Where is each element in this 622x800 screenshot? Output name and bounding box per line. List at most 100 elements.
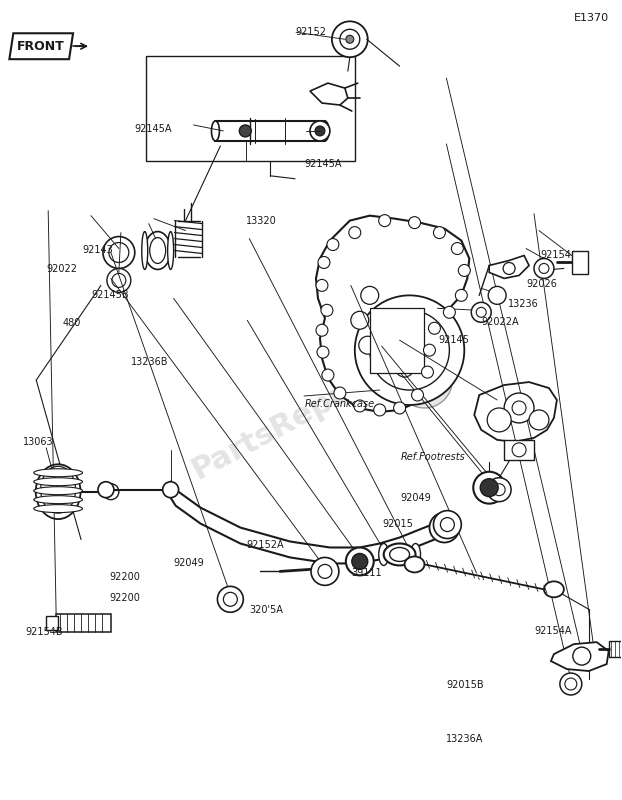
Circle shape [471,302,491,322]
Ellipse shape [404,557,424,572]
Text: PartsRepublic: PartsRepublic [187,347,411,485]
Ellipse shape [411,543,420,566]
Circle shape [311,558,339,586]
Circle shape [239,125,251,137]
Text: 92026: 92026 [526,279,557,290]
Circle shape [452,242,463,254]
Ellipse shape [34,469,83,477]
Ellipse shape [35,464,80,519]
Polygon shape [551,642,609,671]
Ellipse shape [145,231,170,270]
Text: 320'5A: 320'5A [249,606,283,615]
Circle shape [512,443,526,457]
Circle shape [346,547,374,575]
Polygon shape [474,382,557,442]
Circle shape [361,286,379,304]
Circle shape [455,290,467,302]
Bar [572,250,588,274]
Circle shape [318,565,332,578]
Circle shape [437,521,452,534]
Circle shape [560,673,582,695]
Circle shape [316,279,328,291]
Circle shape [103,237,135,269]
Circle shape [332,22,368,57]
Ellipse shape [150,238,165,263]
Circle shape [346,35,354,43]
Polygon shape [316,216,469,412]
Ellipse shape [142,231,148,270]
Circle shape [107,269,131,292]
Circle shape [349,226,361,238]
Text: 92154B: 92154B [25,627,63,637]
Circle shape [322,369,334,381]
Ellipse shape [34,478,83,486]
Text: FRONT: FRONT [17,40,65,53]
Text: 13320: 13320 [246,217,277,226]
Circle shape [534,258,554,278]
Circle shape [374,404,386,416]
Circle shape [394,402,406,414]
Text: E1370: E1370 [573,14,609,23]
Ellipse shape [379,543,389,566]
Circle shape [340,30,360,50]
Ellipse shape [34,496,83,504]
Polygon shape [489,255,529,278]
Ellipse shape [34,486,83,494]
Circle shape [359,336,377,354]
Circle shape [476,307,486,318]
Text: 92154: 92154 [540,250,571,260]
Circle shape [429,513,459,542]
Bar [369,308,424,373]
Circle shape [487,408,511,432]
Circle shape [529,410,549,430]
Circle shape [112,274,126,287]
Text: 92022A: 92022A [481,317,519,327]
Circle shape [503,262,515,274]
Circle shape [334,387,346,399]
Bar [609,641,622,657]
Circle shape [321,304,333,316]
Circle shape [396,359,414,377]
Circle shape [443,306,455,318]
Ellipse shape [384,543,415,566]
Circle shape [315,126,325,136]
Circle shape [317,346,329,358]
Circle shape [565,678,577,690]
Circle shape [351,311,369,330]
Circle shape [458,265,470,277]
Text: 92200: 92200 [109,593,141,602]
Circle shape [327,238,339,250]
Circle shape [480,478,498,497]
Circle shape [223,592,238,606]
Circle shape [397,352,452,408]
Text: 92154A: 92154A [534,626,572,636]
Ellipse shape [389,547,409,562]
Text: Ref.Footrests: Ref.Footrests [401,453,465,462]
Text: 13063: 13063 [23,438,53,447]
Circle shape [512,401,526,415]
Text: 92145: 92145 [438,335,469,346]
Circle shape [473,472,505,504]
Circle shape [409,217,420,229]
Circle shape [422,366,434,378]
Circle shape [488,286,506,304]
Polygon shape [310,83,348,105]
Circle shape [352,554,368,570]
Text: 480: 480 [62,318,80,328]
Text: Ref.Crankcase: Ref.Crankcase [305,399,375,409]
Text: 13236: 13236 [508,298,539,309]
Circle shape [434,226,445,238]
Polygon shape [9,34,73,59]
Ellipse shape [321,121,329,141]
Ellipse shape [544,582,564,598]
Circle shape [354,400,366,412]
Ellipse shape [168,231,174,270]
Bar [146,56,355,161]
Ellipse shape [34,505,83,513]
Circle shape [318,257,330,269]
Circle shape [379,214,391,226]
Text: 92049: 92049 [401,493,432,503]
Text: 92015B: 92015B [446,681,484,690]
Circle shape [493,484,505,496]
Text: 92015: 92015 [382,518,413,529]
